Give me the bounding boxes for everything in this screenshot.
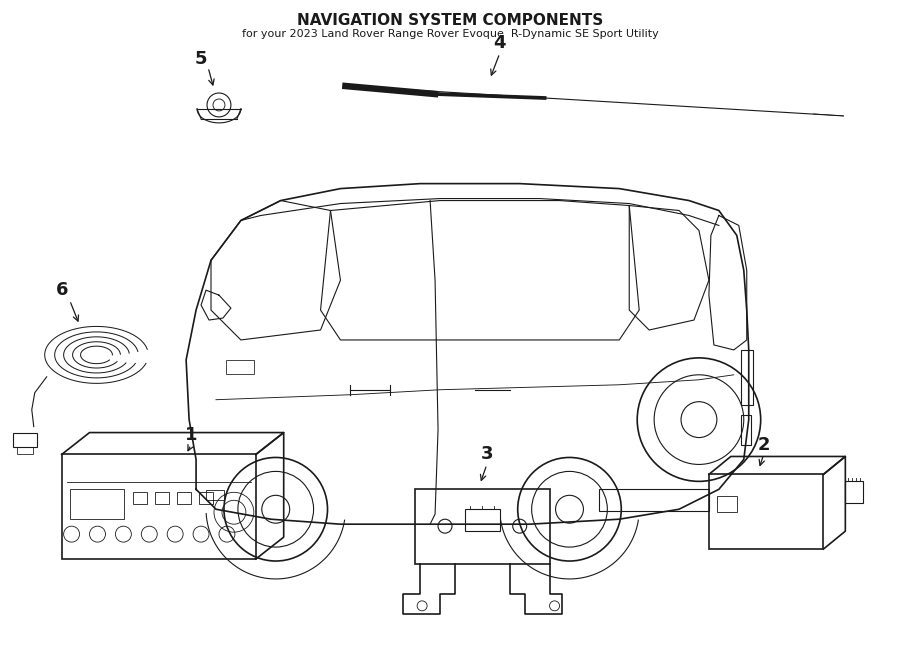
Text: 5: 5 [194,50,207,68]
Bar [61,455,256,559]
Bar [717,496,737,512]
Bar [226,360,254,374]
Bar [741,350,752,405]
Text: 4: 4 [493,34,506,52]
Bar [845,481,863,503]
Bar [133,492,148,504]
Bar [17,447,32,455]
Bar [599,489,709,511]
Bar [69,489,124,519]
Bar [177,492,191,504]
Bar [199,492,213,504]
Text: NAVIGATION SYSTEM COMPONENTS: NAVIGATION SYSTEM COMPONENTS [297,13,603,28]
Text: 3: 3 [481,446,493,463]
Bar [206,490,224,500]
Bar [465,509,500,531]
Bar [13,432,37,447]
Bar [709,475,824,549]
Text: for your 2023 Land Rover Range Rover Evoque  R-Dynamic SE Sport Utility: for your 2023 Land Rover Range Rover Evo… [241,29,659,39]
Text: 1: 1 [184,426,197,444]
Bar [155,492,169,504]
Text: 2: 2 [758,436,770,453]
Bar [415,489,550,564]
Bar [741,414,751,444]
Text: 6: 6 [56,281,68,299]
